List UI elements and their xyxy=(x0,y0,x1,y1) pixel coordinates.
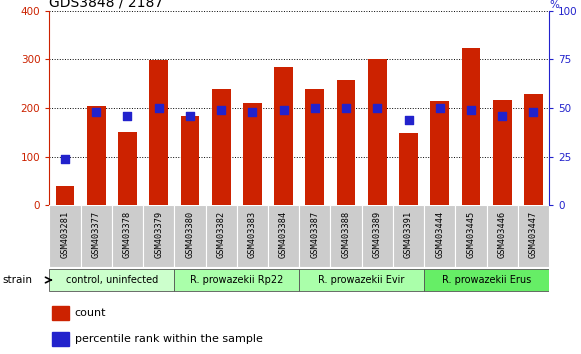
Point xyxy=(60,156,70,161)
Bar xyxy=(81,205,112,267)
Point xyxy=(497,113,507,119)
Point xyxy=(217,107,226,113)
Text: GSM403446: GSM403446 xyxy=(498,210,507,257)
Bar xyxy=(399,133,418,205)
Text: GSM403444: GSM403444 xyxy=(435,210,444,257)
Point xyxy=(372,105,382,111)
Text: GSM403445: GSM403445 xyxy=(467,210,475,257)
Bar xyxy=(52,332,69,346)
Text: GSM403281: GSM403281 xyxy=(60,210,70,257)
Text: GSM403391: GSM403391 xyxy=(404,210,413,257)
Bar xyxy=(299,269,424,291)
Bar xyxy=(456,205,487,267)
Text: GSM403382: GSM403382 xyxy=(217,210,225,257)
Bar xyxy=(211,90,231,205)
Text: GSM403383: GSM403383 xyxy=(248,210,257,257)
Point xyxy=(342,105,351,111)
Text: count: count xyxy=(75,308,106,318)
Bar xyxy=(52,306,69,320)
Point xyxy=(404,117,413,122)
Point xyxy=(310,105,320,111)
Bar xyxy=(393,205,424,267)
Text: control, uninfected: control, uninfected xyxy=(66,275,158,285)
Text: percentile rank within the sample: percentile rank within the sample xyxy=(75,333,263,344)
Point xyxy=(529,109,538,115)
Bar xyxy=(49,205,81,267)
Bar xyxy=(112,205,143,267)
Bar xyxy=(524,95,543,205)
Bar xyxy=(268,205,299,267)
Bar xyxy=(149,60,168,205)
Bar xyxy=(336,80,356,205)
Text: GSM403387: GSM403387 xyxy=(310,210,320,257)
Point xyxy=(279,107,288,113)
Point xyxy=(467,107,476,113)
Bar xyxy=(274,67,293,205)
Bar xyxy=(56,186,74,205)
Text: GSM403380: GSM403380 xyxy=(185,210,195,257)
Point xyxy=(92,109,101,115)
Bar xyxy=(368,59,387,205)
Text: GSM403377: GSM403377 xyxy=(92,210,101,257)
Bar xyxy=(87,105,106,205)
Bar xyxy=(493,100,511,205)
Bar xyxy=(174,205,206,267)
Bar xyxy=(431,101,449,205)
Bar xyxy=(361,205,393,267)
Bar xyxy=(424,269,549,291)
Text: %: % xyxy=(549,0,559,10)
Bar xyxy=(306,88,324,205)
Text: strain: strain xyxy=(3,275,33,285)
Point xyxy=(154,105,163,111)
Point xyxy=(185,113,195,119)
Text: R. prowazekii Rp22: R. prowazekii Rp22 xyxy=(190,275,284,285)
Text: GSM403378: GSM403378 xyxy=(123,210,132,257)
Bar xyxy=(487,205,518,267)
Text: GSM403447: GSM403447 xyxy=(529,210,538,257)
Bar xyxy=(461,48,480,205)
Bar xyxy=(424,205,456,267)
Bar xyxy=(206,205,237,267)
Text: R. prowazekii Evir: R. prowazekii Evir xyxy=(318,275,405,285)
Bar xyxy=(243,103,261,205)
Text: GSM403379: GSM403379 xyxy=(154,210,163,257)
Point xyxy=(435,105,444,111)
Bar xyxy=(331,205,361,267)
Bar xyxy=(518,205,549,267)
Bar xyxy=(237,205,268,267)
Bar xyxy=(49,269,174,291)
Bar xyxy=(118,132,137,205)
Bar xyxy=(299,205,331,267)
Text: GSM403388: GSM403388 xyxy=(342,210,350,257)
Bar xyxy=(181,116,199,205)
Text: GDS3848 / 2187: GDS3848 / 2187 xyxy=(49,0,163,10)
Point xyxy=(248,109,257,115)
Text: GSM403389: GSM403389 xyxy=(373,210,382,257)
Bar xyxy=(143,205,174,267)
Point xyxy=(123,113,132,119)
Text: GSM403384: GSM403384 xyxy=(279,210,288,257)
Bar xyxy=(174,269,299,291)
Text: R. prowazekii Erus: R. prowazekii Erus xyxy=(442,275,531,285)
